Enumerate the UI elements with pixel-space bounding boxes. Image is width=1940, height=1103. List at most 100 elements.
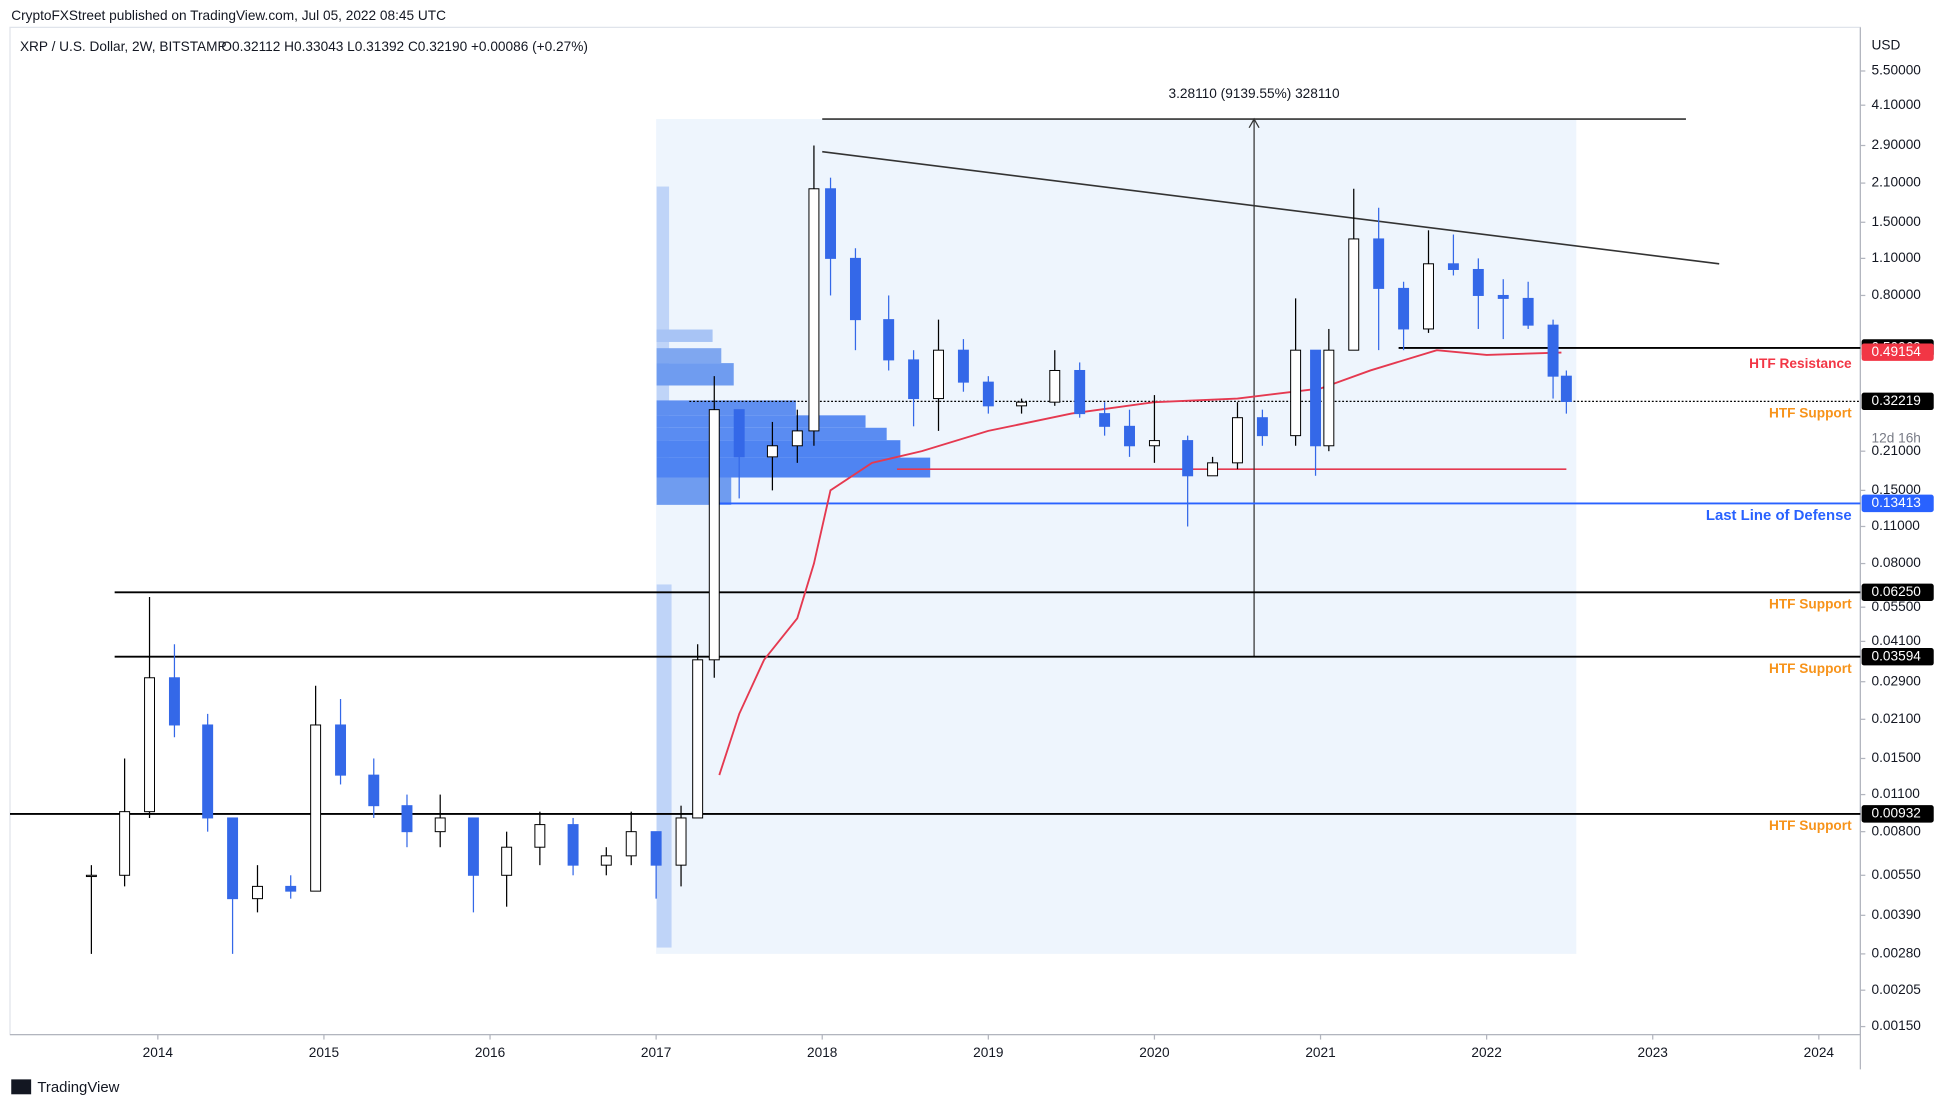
y-tick-label: 0.02100 — [1872, 711, 1922, 726]
vp-bar — [656, 457, 931, 478]
candle-body — [733, 409, 745, 458]
candle-body — [1207, 462, 1219, 477]
level-note: Last Line of Defense — [1706, 507, 1852, 524]
candle-body — [1148, 440, 1160, 447]
brand-logo — [11, 1079, 32, 1095]
candle-body — [1290, 349, 1302, 437]
candle-body — [1522, 297, 1534, 326]
candle-body — [401, 805, 413, 833]
level-note: HTF Support — [1769, 405, 1852, 420]
price-label-box — [1861, 392, 1934, 411]
y-tick-label: 0.11000 — [1872, 518, 1921, 533]
publisher: CryptoFXStreet published on TradingView.… — [11, 8, 446, 23]
symbol-title: XRP / U.S. Dollar, 2W, BITSTAMP — [20, 39, 227, 54]
price-label-box — [1861, 805, 1934, 823]
y-tick-label: 4.10000 — [1872, 97, 1922, 112]
candle-body — [982, 381, 994, 407]
x-tick-label: 2024 — [1804, 1045, 1835, 1060]
candle-body — [1472, 268, 1484, 296]
price-label: 0.49154 — [1872, 344, 1922, 359]
candle-body — [1310, 349, 1322, 447]
x-tick-label: 2019 — [973, 1045, 1003, 1060]
y-tick-label: 0.00205 — [1872, 982, 1922, 997]
candle-body — [1099, 413, 1111, 427]
y-tick-label: 0.15000 — [1872, 482, 1922, 497]
candle-body — [650, 831, 662, 866]
candle-body — [808, 188, 820, 432]
y-tick-label: 0.04100 — [1872, 633, 1922, 648]
countdown: 12d 16h — [1872, 430, 1921, 445]
candle-body — [534, 824, 546, 848]
candle-body — [1256, 417, 1268, 437]
y-tick-label: 0.08000 — [1872, 555, 1922, 570]
vp-bar — [656, 348, 722, 364]
candle-body — [168, 677, 180, 726]
candle-body — [310, 724, 322, 892]
price-label: 0.00932 — [1872, 805, 1921, 820]
candle-body — [368, 774, 380, 807]
measure-arrowhead — [1248, 117, 1260, 129]
price-label: 0.03594 — [1872, 648, 1922, 663]
price-label-box — [1861, 343, 1934, 361]
candle-body — [335, 724, 347, 776]
vp-bar — [656, 329, 713, 342]
candle-body — [1348, 238, 1360, 351]
candle-body — [1124, 425, 1135, 447]
brand: TradingView — [37, 1079, 119, 1096]
trend-line — [822, 150, 1720, 265]
y-tick-label: 0.80000 — [1872, 287, 1922, 302]
candle-body — [600, 855, 612, 866]
candle-body — [1182, 440, 1194, 477]
candle-body — [766, 445, 778, 458]
x-tick-label: 2017 — [641, 1045, 671, 1060]
y-tick-label: 0.01100 — [1872, 786, 1921, 801]
currency: USD — [1872, 38, 1901, 53]
y-tick-label: 0.05500 — [1872, 599, 1922, 614]
candle-body — [144, 677, 155, 813]
x-tick-label: 2016 — [475, 1045, 505, 1060]
y-tick-label: 1.10000 — [1872, 250, 1922, 265]
x-tick-label: 2015 — [309, 1045, 340, 1060]
candle-body — [202, 724, 214, 819]
candle-body — [85, 874, 97, 878]
level-note: HTF Support — [1769, 661, 1852, 676]
candle-body — [1232, 417, 1243, 464]
candle-body — [567, 824, 579, 866]
vp-bar — [656, 477, 732, 505]
ohlc-text: O0.32112 H0.33043 L0.31392 C0.32190 +0.0… — [221, 39, 587, 54]
vp-bar — [656, 584, 672, 948]
level-note: HTF Support — [1769, 818, 1852, 833]
price-label: 0.13413 — [1872, 495, 1921, 510]
candle-body — [708, 409, 720, 661]
candle-body — [791, 430, 803, 447]
candle-body — [285, 885, 297, 892]
x-tick-label: 2022 — [1471, 1045, 1501, 1060]
candle-body — [849, 257, 861, 321]
candle-body — [1547, 324, 1559, 377]
x-tick-label: 2014 — [143, 1045, 174, 1060]
x-tick-label: 2023 — [1638, 1045, 1668, 1060]
candle-body — [908, 359, 920, 400]
y-tick-label: 0.00280 — [1872, 946, 1922, 961]
y-tick-label: 0.01500 — [1872, 750, 1922, 765]
vp-bar — [656, 415, 866, 428]
y-tick-label: 1.50000 — [1872, 214, 1922, 229]
price-label: 0.32219 — [1872, 393, 1921, 408]
y-tick-label: 5.50000 — [1872, 63, 1922, 78]
candle-body — [1074, 369, 1086, 415]
measure-label: 3.28110 (9139.55%) 328110 — [1169, 86, 1340, 101]
candle-body — [1560, 375, 1572, 402]
vp-bar — [656, 440, 901, 458]
level-note: HTF Support — [1769, 596, 1852, 611]
candle-body — [1423, 263, 1434, 330]
range-box — [656, 119, 1577, 954]
candle-body — [1398, 287, 1410, 330]
candle-body — [675, 817, 687, 866]
candle-body — [825, 188, 837, 259]
y-tick-label: 2.90000 — [1872, 137, 1922, 152]
y-tick-label: 0.00800 — [1872, 823, 1922, 838]
candle-body — [501, 846, 513, 876]
x-tick-label: 2020 — [1139, 1045, 1170, 1060]
